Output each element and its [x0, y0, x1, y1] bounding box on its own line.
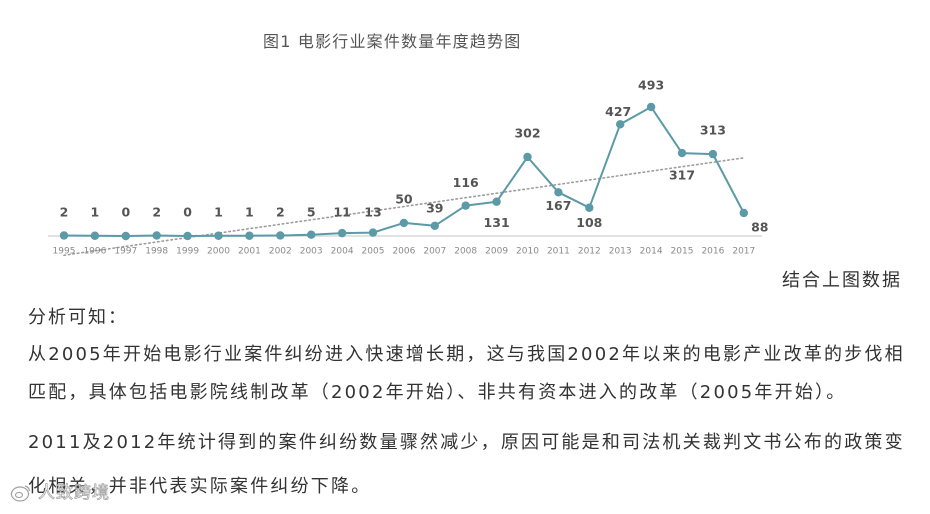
data-label-2016: 313: [700, 123, 726, 138]
data-label-2002: 2: [276, 205, 285, 220]
x-tick-label-2001: 2001: [238, 247, 261, 257]
x-tick-label-2008: 2008: [454, 247, 477, 257]
data-label-2009: 131: [484, 215, 510, 230]
data-point-1999: [183, 231, 192, 241]
data-label-2001: 1: [245, 205, 254, 220]
data-point-2010: [523, 152, 532, 162]
watermark: 人致跨境: [10, 482, 110, 504]
data-point-1996: [90, 231, 100, 240]
data-point-2007: [430, 221, 439, 230]
data-point-2015: [677, 148, 687, 158]
x-tick-label-2006: 2006: [392, 247, 415, 257]
paragraph-2-line-1: 2011及2012年统计得到的案件纠纷数量骤然减少，原因可能是和司法机关裁判文书…: [28, 432, 905, 453]
watermark-logo-icon: [10, 485, 31, 502]
series-line: [63, 106, 745, 237]
x-tick-label-2014: 2014: [640, 247, 663, 257]
chart-caption: 结合上图数据: [782, 270, 902, 291]
data-label-2005: 13: [364, 205, 381, 220]
data-label-2008: 116: [453, 175, 479, 190]
data-point-1995: [59, 231, 69, 240]
x-tick-label-2003: 2003: [300, 247, 323, 257]
x-tick-label-1999: 1999: [176, 247, 199, 257]
watermark-text: 人致跨境: [38, 483, 110, 504]
data-point-2008: [461, 201, 470, 210]
data-label-1999: 0: [183, 205, 192, 220]
data-point-2005: [368, 228, 378, 237]
x-tick-label-2016: 2016: [701, 247, 724, 257]
data-label-2012: 108: [576, 215, 602, 230]
line-chart: 2 1 0 2 0 1 1 2 5 11 13503911613130216710842749331…: [48, 78, 769, 257]
data-point-2006: [399, 218, 409, 228]
data-point-2003: [307, 230, 316, 239]
x-tick-label-2007: 2007: [423, 247, 446, 257]
data-label-1997: 0: [121, 205, 130, 220]
x-tick-label-2015: 2015: [671, 247, 694, 257]
data-point-2016: [708, 149, 718, 159]
data-point-2014: [646, 102, 656, 112]
data-label-2014: 493: [638, 78, 664, 93]
data-label-1995: 2: [60, 205, 69, 220]
data-point-2001: [245, 231, 254, 240]
x-tick-label-2000: 2000: [207, 247, 230, 257]
data-point-2017: [739, 208, 748, 218]
data-label-2010: 302: [514, 125, 540, 140]
trendline: [63, 157, 745, 257]
x-tick-label-2005: 2005: [362, 247, 385, 257]
x-tick-label-2011: 2011: [547, 247, 570, 257]
data-label-2004: 11: [333, 205, 350, 220]
data-label-2013: 427: [605, 104, 631, 119]
data-label-2007: 39: [426, 200, 443, 215]
data-point-1998: [152, 231, 161, 240]
x-tick-label-2013: 2013: [609, 247, 632, 257]
data-point-2011: [554, 188, 563, 197]
data-point-2012: [585, 203, 594, 212]
data-point-2004: [337, 228, 347, 238]
x-tick-label-2010: 2010: [516, 247, 539, 257]
x-tick-label-2017: 2017: [732, 247, 755, 257]
chart-title: 图1 电影行业案件数量年度趋势图: [263, 32, 522, 51]
data-point-2009: [492, 197, 501, 206]
x-tick-label-1995: 1995: [53, 247, 76, 257]
data-point-2013: [616, 120, 625, 129]
data-label-1996: 1: [91, 205, 100, 220]
data-label-2006: 50: [395, 191, 413, 206]
x-tick-label-2012: 2012: [578, 247, 601, 257]
data-label-2015: 317: [669, 168, 695, 183]
data-label-2000: 1: [214, 205, 223, 220]
x-tick-label-1996: 1996: [83, 247, 106, 257]
data-label-1998: 2: [152, 205, 161, 220]
data-label-2011: 167: [545, 198, 571, 213]
x-tick-label-2004: 2004: [331, 247, 354, 257]
x-tick-label-2009: 2009: [485, 247, 508, 257]
data-label-2003: 5: [307, 205, 316, 220]
x-tick-label-1998: 1998: [145, 247, 168, 257]
paragraph-1-line-1: 从2005年开始电影行业案件纠纷进入快速增长期，这与我国2002年以来的电影产业…: [28, 344, 905, 365]
x-tick-label-1997: 1997: [114, 247, 137, 257]
paragraph-1-line-2: 匹配，具体包括电影院线制改革（2002年开始）、非共有资本进入的改革（2005年…: [28, 382, 847, 403]
data-label-2017: 88: [751, 219, 768, 234]
paragraph-2-line-2: 化相关，并非代表实际案件纠纷下降。: [28, 476, 372, 497]
analysis-heading: 分析可知：: [28, 307, 128, 328]
data-point-2002: [276, 231, 285, 240]
data-point-1997: [121, 231, 130, 241]
x-tick-label-2002: 2002: [269, 247, 292, 257]
data-point-2000: [214, 231, 223, 240]
